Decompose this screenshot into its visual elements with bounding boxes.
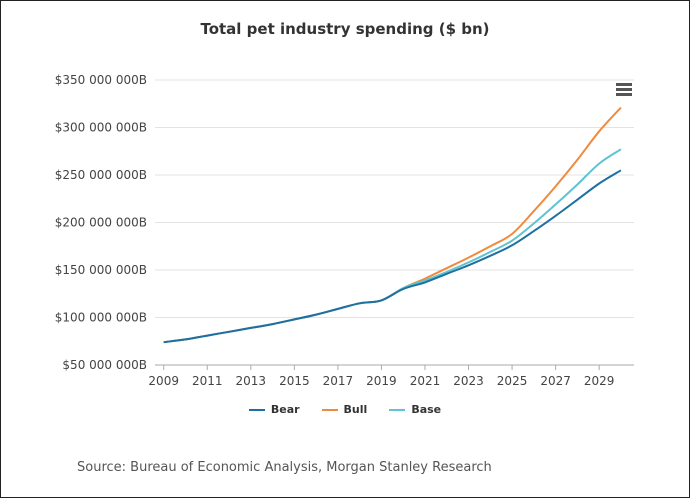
legend-item-bull[interactable]: Bull [321, 403, 368, 416]
y-axis-tick-labels: $50 000 000B $100 000 000B $150 000 000B $2… [55, 73, 147, 372]
series-line-bull [163, 106, 622, 344]
y-tick-label: $300 000 000B [55, 121, 147, 135]
legend-label-base: Base [411, 403, 442, 416]
x-tick-label: 2025 [497, 374, 528, 388]
series-line-base [163, 148, 622, 344]
legend-label-bear: Bear [270, 403, 300, 416]
x-tick-label: 2013 [236, 374, 267, 388]
x-tick-label: 2009 [148, 374, 179, 388]
hamburger-menu-icon-bar [616, 93, 632, 96]
legend-swatch-bull [321, 408, 338, 411]
y-tick-label: $150 000 000B [55, 263, 147, 277]
y-tick-label: $50 000 000B [62, 358, 147, 372]
y-tick-label: $250 000 000B [55, 168, 147, 182]
series-line-bear [163, 169, 622, 344]
chart-title: Total pet industry spending ($ bn) [200, 20, 490, 38]
y-tick-label: $350 000 000B [55, 73, 147, 87]
chart-menu-button[interactable] [613, 80, 635, 100]
x-tick-label: 2011 [192, 374, 223, 388]
y-tick-label: $200 000 000B [55, 216, 147, 230]
hamburger-menu-icon [616, 83, 632, 86]
x-axis: 2009 2011 2013 2015 2017 2019 2021 2023 2025 2027… [148, 364, 634, 388]
x-tick-label: 2019 [366, 374, 397, 388]
legend-item-base[interactable]: Base [389, 403, 441, 416]
legend-label-bull: Bull [343, 403, 368, 416]
x-tick-label: 2029 [584, 374, 615, 388]
chart-legend: Bear Bull Base [0, 403, 690, 416]
gridlines [155, 79, 634, 366]
hamburger-menu-icon-bar [616, 88, 632, 91]
x-tick-label: 2015 [279, 374, 310, 388]
legend-swatch-base [389, 408, 406, 411]
x-tick-label: 2017 [323, 374, 354, 388]
x-tick-label: 2027 [540, 374, 571, 388]
legend-item-bear[interactable]: Bear [248, 403, 300, 416]
x-tick-label: 2021 [410, 374, 441, 388]
x-tick-label: 2023 [453, 374, 484, 388]
y-tick-label: $100 000 000B [55, 311, 147, 325]
series-lines [163, 106, 622, 344]
source-note: Source: Bureau of Economic Analysis, Mor… [77, 460, 492, 475]
legend-swatch-bear [248, 408, 265, 411]
